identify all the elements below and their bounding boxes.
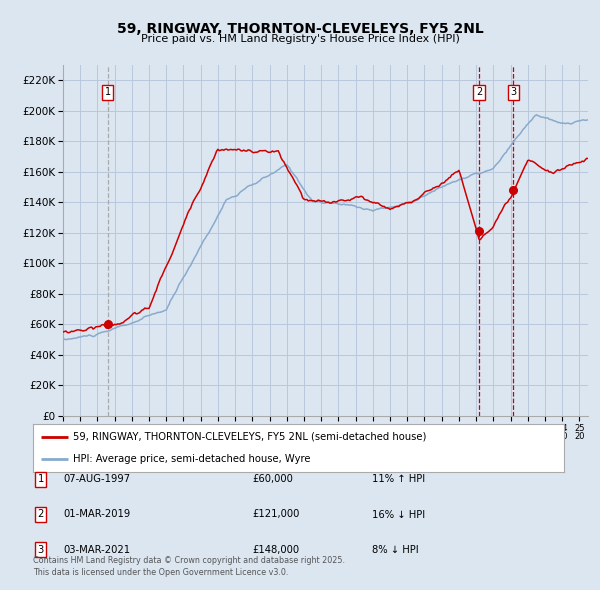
Text: Contains HM Land Registry data © Crown copyright and database right 2025.
This d: Contains HM Land Registry data © Crown c… (33, 556, 345, 577)
Text: 16% ↓ HPI: 16% ↓ HPI (372, 510, 425, 519)
Text: 03-MAR-2021: 03-MAR-2021 (63, 545, 130, 555)
Text: £148,000: £148,000 (252, 545, 299, 555)
Text: 3: 3 (38, 545, 44, 555)
Text: 11% ↑ HPI: 11% ↑ HPI (372, 474, 425, 484)
Text: 59, RINGWAY, THORNTON-CLEVELEYS, FY5 2NL (semi-detached house): 59, RINGWAY, THORNTON-CLEVELEYS, FY5 2NL… (73, 432, 426, 442)
Text: 1: 1 (38, 474, 44, 484)
Text: £60,000: £60,000 (252, 474, 293, 484)
Text: 2: 2 (476, 87, 482, 97)
Text: Price paid vs. HM Land Registry's House Price Index (HPI): Price paid vs. HM Land Registry's House … (140, 34, 460, 44)
Text: £121,000: £121,000 (252, 510, 299, 519)
Text: 3: 3 (511, 87, 517, 97)
Text: 01-MAR-2019: 01-MAR-2019 (63, 510, 130, 519)
Text: 1: 1 (104, 87, 111, 97)
Text: 59, RINGWAY, THORNTON-CLEVELEYS, FY5 2NL: 59, RINGWAY, THORNTON-CLEVELEYS, FY5 2NL (116, 22, 484, 37)
Text: 2: 2 (38, 510, 44, 519)
Text: HPI: Average price, semi-detached house, Wyre: HPI: Average price, semi-detached house,… (73, 454, 310, 464)
Text: 07-AUG-1997: 07-AUG-1997 (63, 474, 130, 484)
Text: 8% ↓ HPI: 8% ↓ HPI (372, 545, 419, 555)
